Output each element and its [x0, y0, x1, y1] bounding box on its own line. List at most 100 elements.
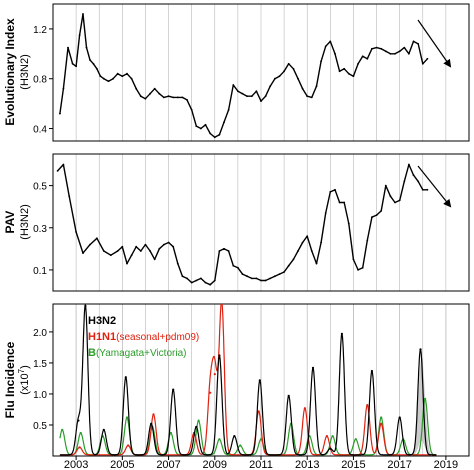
series-point [144, 243, 147, 246]
series-point [417, 43, 420, 45]
panel1-ylabel-sub: (H3N2) [19, 54, 31, 89]
series-point [213, 279, 216, 282]
series-point [149, 250, 152, 252]
incidence-peak [79, 431, 82, 435]
series-point [139, 250, 142, 252]
x-tick-label: 2015 [341, 459, 365, 470]
series-line [57, 163, 428, 286]
series-point [158, 92, 161, 95]
series-point [130, 254, 133, 257]
series-point [195, 125, 198, 127]
series-point [190, 281, 193, 284]
y-tick-label: 0.4 [33, 125, 47, 136]
x-tick-label: 2013 [295, 459, 319, 470]
series-point [200, 277, 202, 280]
series-point [408, 163, 410, 166]
incidence-peak [150, 422, 153, 425]
panel2-yticks: 0.1 0.3 0.5 [33, 182, 53, 277]
panel2-trend-arrow [417, 165, 452, 208]
series-point [412, 40, 415, 43]
incidence-peak [354, 438, 357, 441]
panel1-frame [52, 3, 470, 142]
incidence-peak [233, 435, 236, 438]
series-line [59, 13, 428, 138]
series-point [75, 231, 77, 233]
series-point [102, 77, 105, 80]
y-tick-label: 1.0 [33, 390, 47, 401]
series-point [398, 199, 401, 202]
series-point [75, 65, 77, 68]
incidence-line-h3n2 [59, 304, 437, 456]
incidence-peak [61, 428, 64, 431]
series-point [186, 99, 188, 101]
y-tick-label: 0.5 [33, 421, 47, 432]
series-point [278, 273, 281, 275]
incidence-peak [331, 435, 334, 438]
panel1-gridlines [75, 4, 447, 141]
legend-b-suffix: (Yamagata+Victoria) [96, 348, 187, 359]
series-point [324, 212, 327, 214]
incidence-peak [218, 354, 221, 357]
series-point [264, 95, 267, 98]
series-point [126, 72, 128, 75]
incidence-peak [169, 431, 172, 435]
series-point [306, 95, 309, 98]
y-tick-label: 1.5 [33, 359, 47, 370]
series-point [186, 277, 188, 280]
series-point [426, 188, 429, 191]
series-point [421, 62, 424, 65]
series-point [126, 262, 128, 265]
series-point [255, 277, 258, 280]
y-tick-label: 1.2 [33, 25, 47, 36]
panel2-frame [52, 153, 470, 292]
series-point [62, 163, 65, 166]
series-point [361, 266, 364, 269]
series-point [352, 75, 355, 78]
y-tick-label: 0.8 [33, 75, 47, 86]
incidence-peak [259, 438, 263, 441]
incidence-peak [258, 379, 261, 382]
series-point [398, 50, 401, 53]
series-point [209, 132, 212, 135]
series-point [227, 250, 230, 252]
incidence-peak [257, 410, 260, 413]
series-point [149, 92, 152, 95]
incidence-peak [102, 428, 105, 431]
series-point [301, 87, 304, 90]
series-point [204, 281, 207, 284]
x-tick-label: 2019 [434, 459, 458, 470]
incidence-peak [213, 373, 216, 376]
series-point [315, 85, 318, 88]
incidence-line-h1n1 [59, 304, 437, 456]
series-point [255, 90, 258, 93]
series-point [334, 188, 336, 191]
series-point [283, 70, 285, 73]
series-point [92, 62, 95, 65]
panel3-ylabel-sub-text: (x10 [19, 373, 31, 394]
series-point [139, 95, 142, 98]
series-point [232, 84, 235, 86]
series-point [227, 109, 230, 111]
panel3-xticks: 2003 2005 2007 2009 2011 2013 2015 2017 2019 [64, 456, 458, 470]
legend-h1n1-name: H1N1 [88, 331, 116, 343]
panel-pav: 0.1 0.3 0.5 PAV (H3N2) [3, 153, 470, 292]
series-point [135, 87, 138, 90]
series-point [237, 266, 239, 269]
panel3-ylabel-sup: 7 [17, 368, 26, 373]
series-point [366, 57, 369, 60]
incidence-peak [370, 369, 373, 373]
series-point [99, 75, 102, 78]
series-point [306, 235, 309, 238]
series-point [181, 275, 184, 278]
series-point [310, 250, 313, 252]
panel3-yticks: 0.5 1.0 1.5 2.0 [33, 328, 53, 432]
series-point [375, 46, 378, 49]
series-point [67, 46, 69, 49]
series-point [121, 245, 124, 248]
series-point [274, 77, 276, 80]
panel1-series [59, 13, 429, 139]
series-point [213, 136, 216, 139]
panel1-ylabel: Evolutionary Index [3, 18, 17, 126]
series-point [246, 275, 249, 278]
